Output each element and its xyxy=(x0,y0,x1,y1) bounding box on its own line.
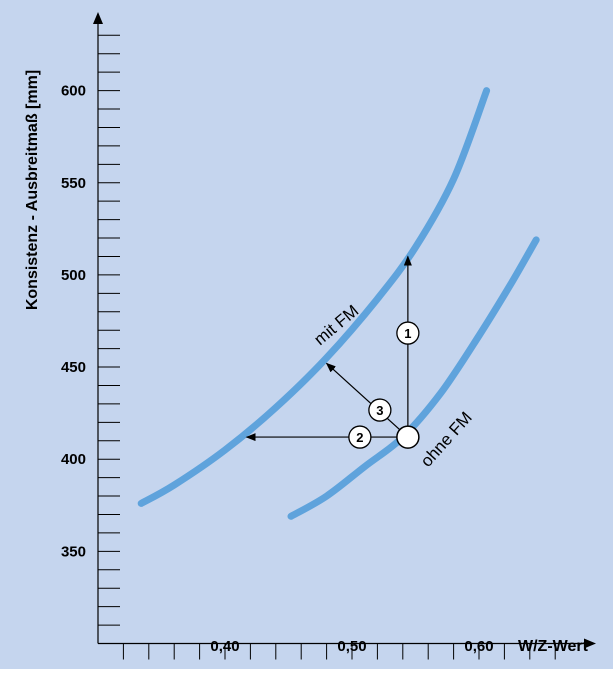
annotation-marker-1 xyxy=(396,321,420,345)
y-tick-label: 350 xyxy=(61,543,86,560)
annotation-label-3: 3 xyxy=(376,403,383,418)
annotation-label-1: 1 xyxy=(404,326,411,341)
series-line-0 xyxy=(137,87,491,507)
y-tick-label: 550 xyxy=(61,175,86,192)
x-axis-label: W/Z-Wert xyxy=(518,638,589,655)
x-tick-label: 0,50 xyxy=(337,638,366,655)
annotation-marker-3 xyxy=(368,398,392,422)
annotation-arrow-3 xyxy=(325,362,409,438)
annotation-label-2: 2 xyxy=(356,430,363,445)
annotation-marker-2 xyxy=(348,425,372,449)
y-tick-label: 450 xyxy=(61,359,86,376)
x-axis-arrow-icon xyxy=(584,638,596,649)
y-axis-arrow-icon xyxy=(93,12,103,24)
y-tick-label: 600 xyxy=(61,83,86,100)
x-tick-label: 0,40 xyxy=(210,638,239,655)
y-tick-label: 400 xyxy=(61,451,86,468)
start-point-marker xyxy=(396,425,420,449)
x-tick-label: 0,60 xyxy=(464,638,493,655)
y-axis-label: Konsistenz - Ausbreitmaß [mm] xyxy=(24,70,41,310)
series-line-1 xyxy=(287,236,540,520)
y-tick-label: 500 xyxy=(61,267,86,284)
